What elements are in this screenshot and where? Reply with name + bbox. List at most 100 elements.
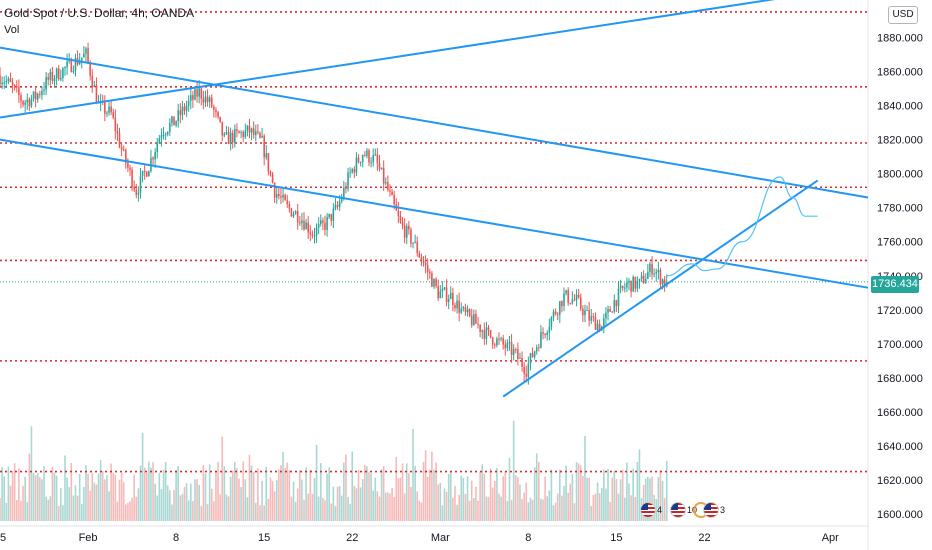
- candle-body: [575, 294, 578, 301]
- candle-body: [319, 220, 322, 225]
- volume-bar: [41, 479, 43, 521]
- volume-bar: [315, 444, 318, 521]
- candle-body: [586, 310, 588, 312]
- volume-bar: [30, 426, 33, 521]
- volume-bar: [651, 476, 653, 521]
- candle-body: [336, 204, 339, 207]
- currency-button[interactable]: USD: [888, 6, 918, 24]
- candle-body: [611, 311, 614, 313]
- candle-body: [83, 53, 85, 58]
- volume-bar: [124, 504, 127, 521]
- volume-bar: [403, 493, 406, 521]
- candle-body: [185, 105, 188, 111]
- candle-body: [655, 272, 658, 274]
- volume-bar: [137, 488, 140, 521]
- candle-body: [45, 77, 47, 90]
- event-badge-2[interactable]: 10 3: [670, 499, 725, 521]
- volume-bar: [210, 488, 213, 521]
- candle-body: [152, 157, 154, 160]
- candle-body: [630, 280, 632, 292]
- volume-bar: [0, 498, 1, 521]
- candle-body: [108, 106, 110, 113]
- volume-bar: [7, 466, 10, 521]
- volume-bar: [567, 492, 569, 521]
- candle-body: [477, 323, 479, 325]
- volume-bar: [104, 479, 106, 521]
- candle-body: [284, 194, 286, 201]
- volume-bar: [479, 471, 481, 521]
- candle-body: [661, 279, 664, 285]
- candle-body: [261, 136, 263, 138]
- candle-body: [573, 299, 576, 301]
- volume-bar: [359, 487, 362, 521]
- candle-body: [544, 333, 546, 335]
- symbol-title[interactable]: Gold Spot / U.S. Dollar, 4h, OANDA: [4, 6, 195, 20]
- volume-bar: [506, 501, 509, 521]
- volume-bar: [175, 470, 177, 521]
- candle-body: [512, 349, 515, 355]
- volume-bar: [87, 474, 89, 521]
- volume-bar: [299, 470, 301, 521]
- volume-bar: [196, 479, 198, 521]
- volume-bar: [349, 503, 351, 521]
- volume-bar: [556, 493, 559, 521]
- volume-bar: [269, 477, 272, 521]
- volume-bar: [296, 488, 299, 521]
- y-tick-label: 1800.000: [877, 169, 923, 181]
- volume-bar: [657, 477, 660, 521]
- candle-body: [122, 149, 125, 151]
- volume-bar: [173, 490, 175, 521]
- candle-body: [183, 106, 186, 111]
- volume-bar: [433, 469, 435, 521]
- volume-bar: [372, 490, 374, 521]
- candle-body: [290, 208, 293, 217]
- volume-bar: [623, 497, 626, 521]
- candle-body: [294, 211, 297, 215]
- volume-bar: [303, 499, 305, 521]
- volume-bar: [127, 502, 129, 521]
- candle-body: [112, 112, 115, 118]
- candle-body: [9, 78, 12, 82]
- y-tick-label: 1780.000: [877, 203, 923, 215]
- candle-body: [215, 109, 217, 112]
- volume-bar: [376, 491, 379, 521]
- candle-body: [447, 299, 450, 303]
- candle-body: [340, 198, 343, 202]
- candle-body: [343, 187, 345, 199]
- candle-body: [483, 330, 486, 339]
- candle-body: [441, 288, 444, 292]
- volume-bar: [106, 475, 108, 521]
- volume-bar: [374, 477, 377, 521]
- volume-bar: [519, 484, 521, 521]
- candle-body: [502, 338, 504, 345]
- volume-bar: [66, 477, 68, 521]
- volume-bar: [447, 474, 450, 521]
- candle-body: [198, 88, 200, 97]
- candle-body: [95, 85, 98, 103]
- volume-bar: [313, 477, 316, 521]
- volume-indicator-label[interactable]: Vol: [4, 24, 20, 36]
- volume-bar: [527, 502, 530, 521]
- volume-bar: [468, 500, 471, 521]
- candle-body: [192, 95, 194, 100]
- candle-body: [299, 222, 301, 224]
- volume-bar: [169, 490, 171, 521]
- candle-body: [66, 61, 68, 68]
- event-badge-1[interactable]: 4: [640, 499, 662, 521]
- y-tick-label: 1720.000: [877, 305, 923, 317]
- volume-bar: [292, 481, 295, 521]
- volume-bar: [290, 496, 293, 521]
- candle-body: [162, 134, 165, 136]
- candle-body: [552, 311, 555, 318]
- volume-bar: [590, 505, 593, 521]
- volume-bar: [408, 473, 410, 521]
- volume-bar: [72, 495, 75, 521]
- candle-body: [491, 337, 494, 345]
- candle-body: [187, 100, 190, 106]
- volume-bar: [112, 472, 115, 521]
- volume-bar: [160, 489, 163, 521]
- candle-body: [642, 275, 645, 284]
- candle-body: [41, 91, 43, 95]
- volume-bar: [208, 464, 211, 521]
